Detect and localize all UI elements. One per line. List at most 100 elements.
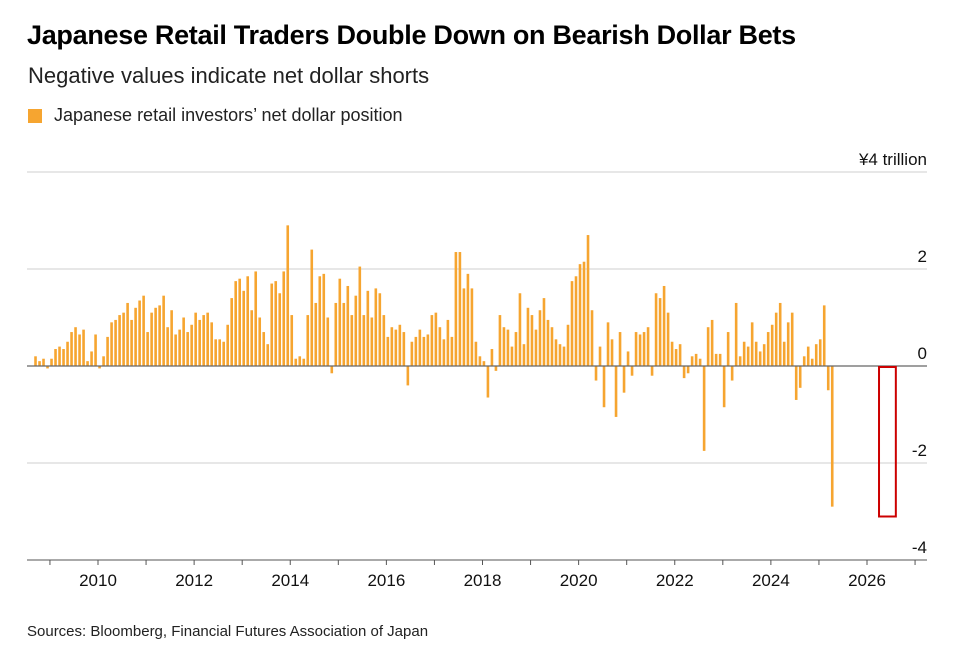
bar [266, 344, 270, 366]
x-tick-label: 2012 [175, 571, 213, 590]
bar [202, 315, 205, 366]
bar [622, 366, 626, 393]
bar [662, 285, 666, 366]
bar [794, 366, 798, 400]
bar [226, 324, 229, 366]
bar [350, 315, 354, 366]
bar [610, 339, 614, 366]
bar [810, 358, 814, 366]
bar [206, 312, 209, 366]
bar [750, 322, 754, 366]
bar [122, 312, 125, 366]
bar [606, 322, 610, 366]
bar [570, 281, 574, 366]
x-tick-label: 2018 [464, 571, 502, 590]
bar [210, 322, 213, 366]
bar [590, 310, 594, 366]
bar [158, 305, 161, 366]
y-tick-label: -2 [912, 441, 927, 460]
bar [318, 276, 322, 366]
bar [218, 339, 221, 366]
bar [510, 346, 514, 366]
bar [458, 252, 462, 366]
bar [558, 344, 562, 366]
bar [282, 271, 286, 366]
bar [70, 332, 73, 366]
bar [462, 288, 466, 366]
x-tick-label: 2026 [848, 571, 886, 590]
bar [406, 366, 410, 386]
bar [514, 332, 518, 366]
bar [434, 312, 438, 366]
bar [758, 351, 762, 366]
bars [34, 225, 834, 507]
bar [194, 312, 197, 366]
bar [394, 329, 398, 366]
bar [326, 317, 330, 366]
bar [418, 329, 422, 366]
bar [782, 341, 786, 366]
bar [162, 295, 165, 366]
bar [358, 266, 362, 366]
bar [34, 356, 37, 366]
bar [798, 366, 802, 388]
bar [638, 334, 642, 366]
bar [478, 356, 482, 366]
x-tick-label: 2022 [656, 571, 694, 590]
bar [502, 327, 506, 366]
bar [454, 252, 458, 366]
bar [274, 281, 278, 366]
bar [426, 334, 430, 366]
bar [170, 310, 173, 366]
bar [742, 341, 746, 366]
chart-title: Japanese Retail Traders Double Down on B… [27, 20, 796, 50]
bar [450, 336, 454, 366]
axes [27, 365, 927, 565]
bar [402, 332, 406, 366]
bar [138, 300, 141, 366]
bar [690, 356, 694, 366]
bar [694, 353, 698, 366]
bar [598, 346, 602, 366]
bar [134, 307, 137, 366]
bar [526, 307, 530, 366]
x-tick-label: 2024 [752, 571, 790, 590]
bar [574, 276, 578, 366]
bar [114, 319, 117, 366]
bar [762, 344, 766, 366]
bar [306, 315, 310, 366]
bar [754, 341, 758, 366]
highlight-box [878, 366, 897, 518]
bar [474, 341, 478, 366]
bar [774, 312, 778, 366]
bar [586, 235, 590, 366]
bar [678, 344, 682, 366]
bar [386, 336, 390, 366]
bar [470, 288, 474, 366]
bar [562, 346, 566, 366]
bar [674, 349, 678, 366]
bar [346, 285, 350, 366]
bar [110, 322, 113, 366]
bar [466, 273, 470, 366]
bar [522, 344, 526, 366]
bar [414, 336, 418, 366]
bar [62, 349, 65, 366]
bar [398, 324, 402, 366]
bar [102, 356, 105, 366]
bar [722, 366, 726, 408]
bar [566, 324, 570, 366]
bar [578, 264, 582, 366]
bar [66, 341, 69, 366]
tick-labels: ¥4 trillion 2 0 -2 -4 2010 2012 2014 2016 2018 202… [79, 150, 927, 590]
bar [38, 361, 41, 366]
legend-label: Japanese retail investors’ net dollar po… [54, 105, 403, 125]
y-tick-label: 2 [918, 247, 927, 266]
bar [806, 346, 810, 366]
y-tick-label: -4 [912, 538, 927, 557]
bar [490, 349, 494, 366]
bar [182, 317, 185, 366]
legend-swatch [28, 108, 42, 123]
bar [778, 302, 782, 366]
bar [550, 327, 554, 366]
